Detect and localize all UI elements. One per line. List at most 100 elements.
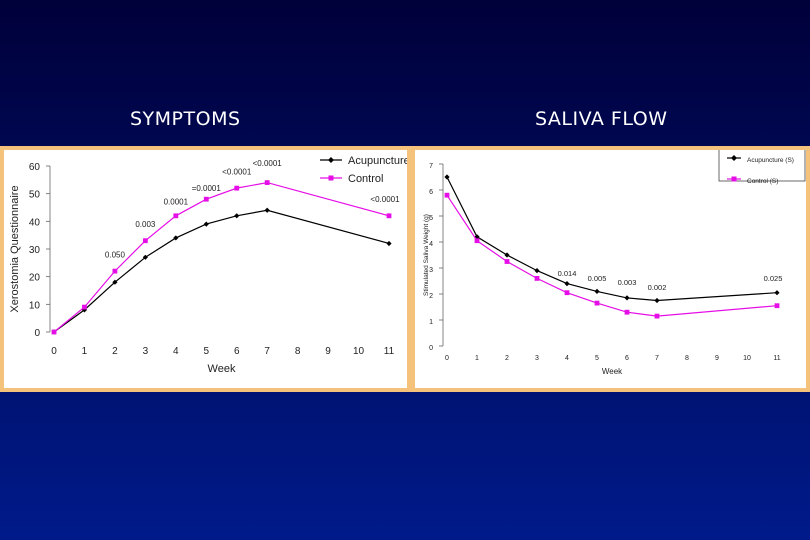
saliva-point-acupuncture (594, 288, 600, 294)
symptoms-y-tick-label: 60 (29, 162, 41, 173)
saliva-p-value-annotation: 0.014 (558, 269, 577, 278)
symptoms-point-control (203, 196, 209, 202)
symptoms-p-value-annotation: <0.0001 (253, 159, 283, 168)
saliva-point-control (774, 303, 780, 309)
saliva-x-tick-label: 8 (685, 355, 689, 362)
saliva-legend-label-0: Acupuncture (S) (747, 157, 794, 164)
symptoms-y-tick-label: 20 (29, 273, 41, 284)
saliva-x-tick-label: 2 (505, 355, 509, 362)
saliva-y-tick-label: 3 (429, 267, 433, 274)
saliva-p-value-annotation: 0.003 (618, 278, 637, 287)
saliva-x-tick-label: 10 (743, 355, 751, 362)
symptoms-p-value-annotation: <0.0001 (222, 167, 252, 176)
saliva-p-value-annotation: 0.002 (648, 283, 667, 292)
saliva-y-tick-label: 6 (429, 189, 433, 196)
saliva-series-line-1 (446, 194, 778, 317)
saliva-x-tick-label: 7 (655, 355, 659, 362)
saliva-y-tick-label: 5 (429, 215, 433, 222)
symptoms-y-tick-label: 40 (29, 217, 41, 228)
saliva-x-tick-label: 6 (625, 355, 629, 362)
saliva-legend-marker-acupuncture (731, 155, 737, 161)
saliva-point-control (624, 309, 630, 315)
saliva-p-value-annotation: 0.025 (764, 274, 783, 283)
symptoms-heading: SYMPTOMS (130, 108, 241, 130)
saliva-legend-box (718, 150, 806, 182)
saliva-point-acupuncture (654, 297, 660, 304)
saliva-point-acupuncture (444, 174, 450, 180)
saliva-y-tick-label: 0 (429, 345, 433, 352)
symptoms-x-tick-label: 10 (353, 346, 365, 357)
symptoms-y-tick-label: 0 (34, 328, 40, 339)
saliva-flow-chart-panel: 0 1 2 3 4 5 6 7 0 1 2 3 4 5 6 7 8 9 10 11 Week Stimulated Sal… (411, 146, 810, 392)
saliva-x-tick-label: 11 (773, 355, 780, 362)
symptoms-legend-marker-control (328, 175, 334, 181)
saliva-point-acupuncture (624, 295, 630, 301)
saliva-series-line-0 (446, 176, 778, 302)
saliva-x-tick-label: 4 (565, 355, 569, 362)
saliva-legend-marker-control (731, 176, 737, 182)
saliva-point-control (594, 300, 600, 306)
symptoms-x-tick-label: 6 (234, 346, 240, 357)
saliva-x-tick-label: 0 (445, 355, 449, 362)
saliva-point-acupuncture (534, 268, 540, 274)
symptoms-x-tick-label: 4 (173, 346, 179, 357)
saliva-x-tick-label: 1 (475, 355, 479, 362)
symptoms-y-tick-label: 10 (29, 300, 41, 311)
saliva-point-acupuncture (504, 252, 510, 258)
symptoms-point-acupuncture (386, 240, 392, 247)
saliva-y-tick-label: 4 (429, 241, 433, 248)
symptoms-point-acupuncture (81, 307, 88, 313)
symptoms-point-acupuncture (203, 221, 209, 227)
symptoms-point-control (386, 213, 392, 219)
saliva-point-control (534, 276, 540, 281)
symptoms-p-value-annotation: <0.0001 (370, 195, 400, 204)
symptoms-x-tick-label: 3 (143, 346, 149, 357)
saliva-x-tick-label: 9 (715, 355, 719, 362)
symptoms-legend-label-0: Acupuncture (348, 155, 407, 167)
symptoms-legend-label-1: Control (348, 173, 383, 185)
symptoms-y-tick-label: 30 (29, 245, 41, 256)
saliva-x-axis-label: Week (602, 367, 623, 376)
saliva-point-control (474, 238, 480, 244)
symptoms-chart: 0 10 20 30 40 50 60 0 1 2 3 4 5 6 7 8 9 10 11 Week Xerostomi… (9, 155, 407, 375)
symptoms-point-acupuncture (264, 207, 270, 213)
symptoms-point-control (112, 268, 118, 274)
saliva-flow-chart: 0 1 2 3 4 5 6 7 0 1 2 3 4 5 6 7 8 9 10 11 Week Stimulated Sal… (423, 150, 806, 376)
saliva-point-acupuncture (564, 281, 570, 287)
saliva-y-tick-label: 1 (429, 319, 433, 326)
symptoms-y-axis-label: Xerostomia Questionnaire (9, 185, 21, 312)
symptoms-p-value-annotation: 0.003 (135, 220, 156, 229)
saliva-point-control (654, 313, 660, 319)
symptoms-y-tick-label: 50 (29, 190, 41, 201)
symptoms-point-control (264, 180, 270, 185)
symptoms-point-control (82, 304, 87, 310)
symptoms-x-tick-label: 1 (82, 346, 88, 357)
symptoms-chart-panel: 0 10 20 30 40 50 60 0 1 2 3 4 5 6 7 8 9 10 11 Week Xerostomi… (0, 146, 411, 392)
saliva-flow-heading: SALIVA FLOW (535, 108, 668, 130)
saliva-x-tick-label: 5 (595, 355, 599, 362)
symptoms-p-value-annotation: 0.0001 (164, 198, 189, 207)
symptoms-p-value-annotation: =0.0001 (192, 184, 222, 193)
symptoms-x-tick-label: 8 (295, 346, 301, 357)
symptoms-p-value-annotation: 0.050 (105, 250, 126, 259)
symptoms-point-control (173, 213, 179, 219)
symptoms-x-tick-label: 5 (203, 346, 209, 357)
saliva-y-axis-label: Stimulated Saliva Weight (g) (423, 214, 430, 296)
saliva-p-value-annotation: 0.005 (588, 274, 607, 283)
symptoms-x-tick-label: 0 (51, 346, 57, 357)
symptoms-x-tick-label: 11 (384, 346, 395, 357)
symptoms-legend-marker-acupuncture (328, 157, 334, 163)
symptoms-point-acupuncture (112, 279, 118, 285)
saliva-y-tick-label: 7 (429, 163, 433, 170)
saliva-point-control (444, 192, 450, 198)
saliva-point-control (564, 290, 570, 296)
symptoms-x-tick-label: 7 (264, 346, 270, 357)
saliva-x-tick-label: 3 (535, 355, 539, 362)
saliva-point-control (504, 259, 510, 264)
symptoms-point-control (234, 185, 240, 191)
symptoms-point-control (51, 329, 57, 335)
symptoms-x-axis-label: Week (208, 363, 236, 375)
symptoms-point-control (142, 238, 148, 244)
saliva-point-acupuncture (774, 290, 780, 296)
saliva-y-tick-label: 2 (429, 293, 433, 300)
